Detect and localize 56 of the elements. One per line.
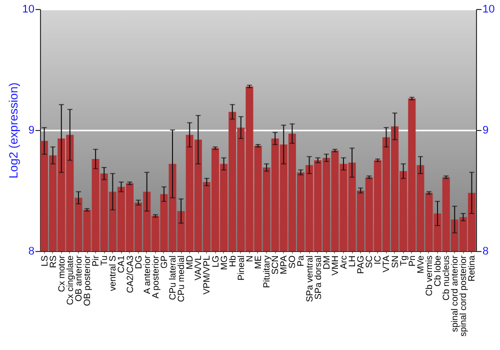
x-tick-label: CPu medial <box>176 256 186 302</box>
x-tick-label: A anterior <box>142 256 152 294</box>
x-tick-label: SPa dorsal <box>312 256 323 300</box>
x-tick-label: DG <box>133 256 144 269</box>
y2-tick-label: 9 <box>482 124 489 136</box>
x-tick-label: VA/VL <box>193 256 204 280</box>
x-tick-label: VPM/VPL <box>202 256 212 295</box>
x-tick-label: Pa <box>296 256 306 267</box>
x-tick-label: RS <box>48 256 58 268</box>
x-tick-label: Cx motor <box>56 256 66 292</box>
y-tick-label: 10 <box>22 4 34 16</box>
x-tick-label: N <box>244 256 254 262</box>
x-tick-label: VMH <box>330 256 340 276</box>
x-tick-label: SCN <box>270 256 280 275</box>
x-tick-label: Hb <box>227 256 238 268</box>
x-tick-label: Tg <box>398 256 408 266</box>
x-tick-label: SN <box>390 256 400 268</box>
x-tick-label: Arc <box>338 255 348 269</box>
x-tick-label: Retina <box>466 256 477 282</box>
x-tick-label: Tu <box>99 256 110 266</box>
y-tick-label: 9 <box>28 124 34 136</box>
x-tick-label: PAG <box>356 256 366 274</box>
x-tick-label: Pineal <box>236 256 246 281</box>
x-tick-label: Cb lobe <box>432 256 443 287</box>
x-tick-label: CA2/CA3 <box>124 256 135 294</box>
x-tick-label: VTA <box>381 256 392 272</box>
x-tick-label: Cx cingulate <box>64 256 75 306</box>
x-tick-label: A posterior <box>150 256 160 299</box>
x-tick-label: MD <box>184 255 195 270</box>
y2-tick-label: 10 <box>482 4 495 16</box>
x-tick-label: SC <box>364 255 374 268</box>
x-tick-label: Pir <box>90 256 101 266</box>
x-tick-label: OB posterior <box>82 256 92 306</box>
x-tick-label: ME <box>253 256 263 269</box>
x-tick-label: CPu lateral <box>168 256 178 300</box>
x-tick-label: LS <box>39 256 50 267</box>
x-tick-label: LH <box>347 256 358 268</box>
x-tick-label: CA1 <box>116 256 126 274</box>
x-tick-label: LG <box>210 256 220 268</box>
x-tick-label: spinal cord posterior <box>458 256 468 337</box>
x-tick-label: IC <box>372 255 383 264</box>
x-tick-label: SPa ventral <box>304 256 314 302</box>
x-tick-label: Cb vermis <box>424 255 434 296</box>
x-tick-label: SO <box>287 256 298 269</box>
y-axis-title: Log2 (expression) <box>6 82 20 179</box>
x-tick-label: MG <box>218 256 229 270</box>
y-tick-label: 8 <box>28 246 34 258</box>
y2-tick-label: 8 <box>482 246 489 258</box>
x-tick-label: Cb nucleus <box>441 255 452 301</box>
x-tick-label: GP <box>158 256 169 269</box>
x-tick-label: Pituitary <box>262 255 272 288</box>
x-tick-label: spinal cord anterior <box>450 256 460 332</box>
x-tick-label: MVe <box>415 256 426 274</box>
x-tick-label: MPA <box>278 256 289 274</box>
x-tick-label: ventral S <box>108 256 118 292</box>
x-tick-label: DM <box>321 256 332 270</box>
